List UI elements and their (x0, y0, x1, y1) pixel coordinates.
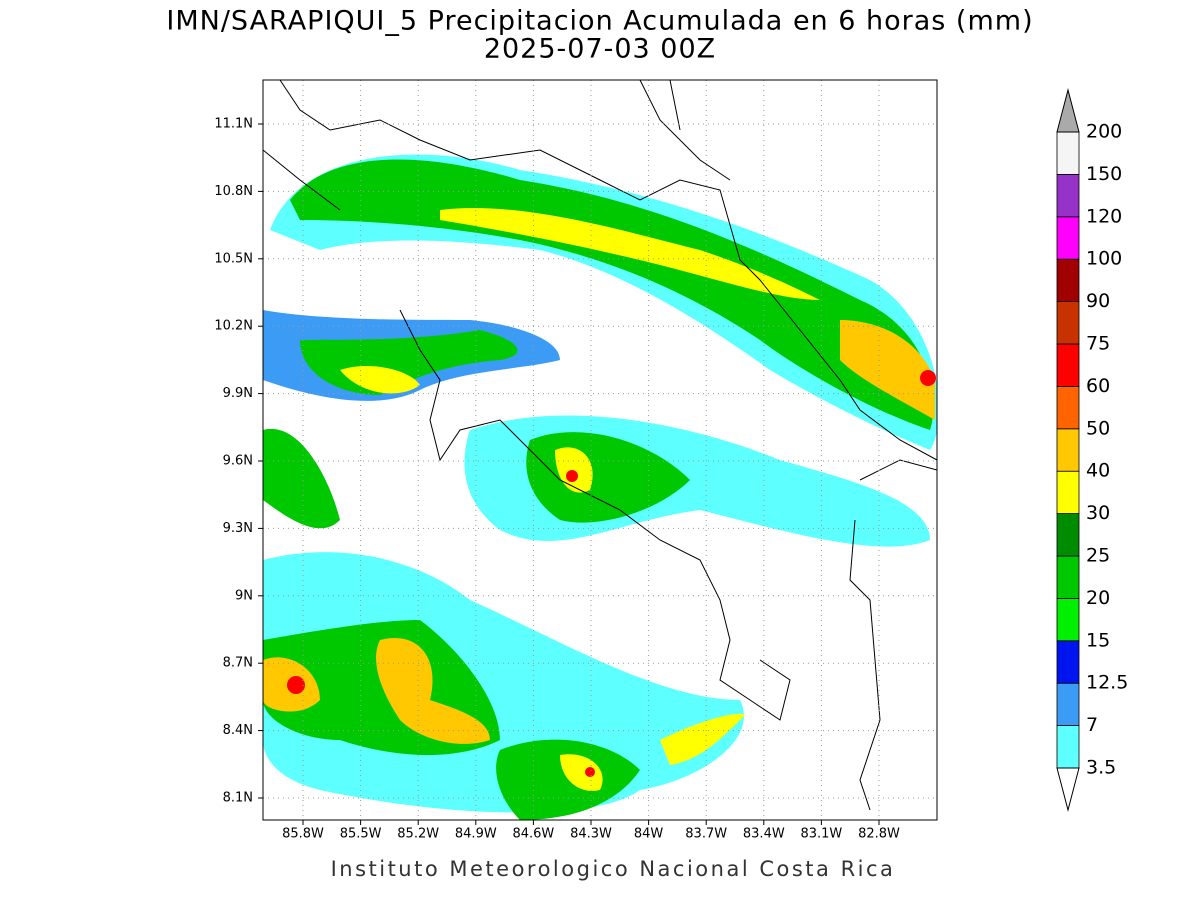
colorbar-segment (1056, 513, 1080, 557)
colorbar-segment (1056, 428, 1080, 472)
colorbar-label: 15 (1086, 629, 1110, 651)
colorbar-label: 3.5 (1086, 757, 1116, 779)
colorbar-label: 20 (1086, 587, 1110, 609)
colorbar-label: 50 (1086, 417, 1110, 439)
colorbar-segment (1056, 598, 1080, 642)
lon-label: 84.6W (512, 827, 554, 842)
lon-label: 83.4W (743, 827, 785, 842)
colorbar-segment (1056, 640, 1080, 684)
colorbar-label: 25 (1086, 545, 1110, 567)
colorbar-label: 60 (1086, 375, 1110, 397)
title: IMN/SARAPIQUI_5 Precipitacion Acumulada … (166, 6, 1033, 37)
colorbar-segment (1056, 555, 1080, 599)
lat-label: 8.4N (223, 723, 253, 738)
colorbar-segment (1056, 216, 1080, 260)
colorbar-label: 30 (1086, 502, 1110, 524)
colorbar-segment (1056, 725, 1080, 769)
colorbar-label: 90 (1086, 290, 1110, 312)
colorbar-segment (1056, 301, 1080, 345)
lat-label: 9N (235, 588, 253, 603)
lon-label: 84W (634, 827, 664, 842)
colorbar-label: 75 (1086, 333, 1110, 355)
colorbar-label: 200 (1086, 121, 1122, 143)
lat-label: 9.6N (223, 454, 253, 469)
colorbar-over (1056, 88, 1080, 133)
lat-label: 8.1N (223, 791, 253, 806)
colorbar-segment (1056, 343, 1080, 387)
lon-label: 82.8W (858, 827, 900, 842)
lon-label: 83.7W (685, 827, 727, 842)
lon-label: 84.9W (455, 827, 497, 842)
colorbar-segment (1056, 470, 1080, 515)
subtitle: 2025-07-03 00Z (484, 34, 716, 65)
lat-label: 9.3N (223, 521, 253, 536)
colorbar-segment (1056, 682, 1080, 727)
lon-label: 85.5W (340, 827, 382, 842)
colorbar-label: 100 (1086, 248, 1122, 270)
coastlines (263, 80, 937, 811)
lat-label: 10.8N (214, 184, 253, 199)
lon-label: 83.1W (800, 827, 842, 842)
lat-label: 10.2N (214, 319, 253, 334)
footer: Instituto Meteorologico Nacional Costa R… (331, 857, 896, 881)
precipitation-field (263, 154, 937, 820)
lat-label: 10.5N (214, 251, 253, 266)
colorbar-label: 12.5 (1086, 672, 1128, 694)
lat-label: 8.7N (223, 656, 253, 671)
colorbar-segment (1056, 131, 1080, 175)
map-frame (262, 79, 938, 821)
graticule: 11.1N 10.8N 10.5N 10.2N 9.9N 9.6N 9.3N 9N 8.7N 8.… (214, 80, 937, 842)
colorbar: 3.5 7 12.5 15 20 25 30 40 50 60 75 90 100 120 150 200 (1056, 88, 1128, 812)
colorbar-segment (1056, 258, 1080, 303)
lon-label: 85.8W (282, 827, 324, 842)
colorbar-label: 7 (1086, 714, 1098, 736)
colorbar-label: 120 (1086, 205, 1122, 227)
colorbar-under (1056, 767, 1080, 812)
lat-label: 9.9N (223, 386, 253, 401)
colorbar-label: 40 (1086, 460, 1110, 482)
colorbar-segment (1056, 385, 1080, 430)
colorbar-label: 150 (1086, 163, 1122, 185)
lon-label: 85.2W (397, 827, 439, 842)
lon-label: 84.3W (570, 827, 612, 842)
lat-label: 11.1N (214, 117, 253, 132)
colorbar-segment (1056, 173, 1080, 218)
